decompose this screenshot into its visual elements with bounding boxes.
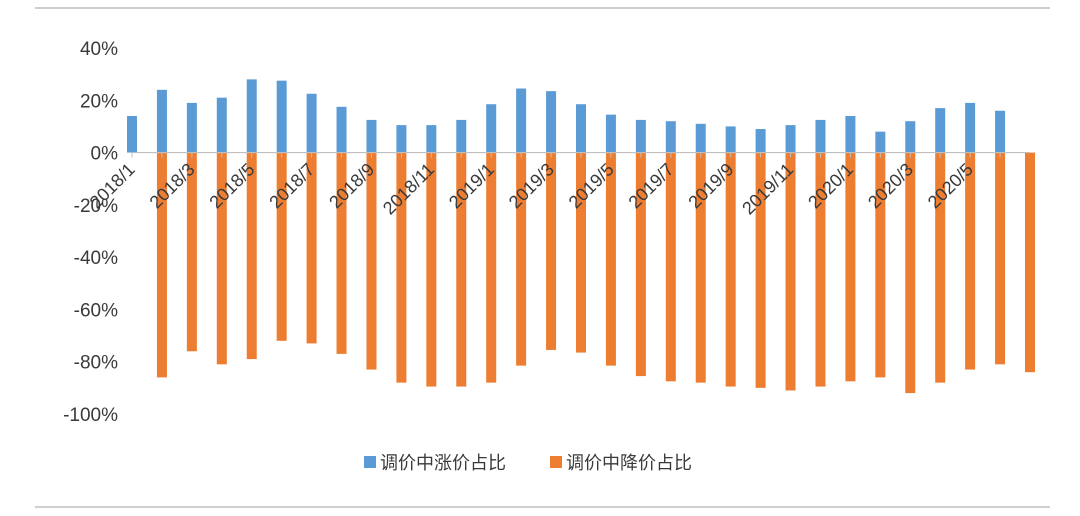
rise-bar	[935, 108, 946, 153]
rise-bar	[396, 125, 407, 153]
fall-bar	[576, 152, 586, 353]
rise-bar	[785, 125, 796, 153]
fall-bar	[965, 152, 976, 370]
fall-bar	[306, 152, 317, 344]
fall-bar	[935, 152, 946, 383]
fall-bar	[336, 152, 347, 354]
y-tick-label: 40%	[80, 39, 118, 60]
rise-bar	[635, 119, 646, 153]
y-tick-label: 0%	[91, 144, 119, 165]
fall-bar	[725, 152, 736, 387]
bars	[127, 79, 1035, 394]
fall-bar	[486, 152, 497, 383]
fall-bar	[995, 152, 1006, 365]
y-tick-label: -100%	[63, 405, 118, 426]
fall-bar	[755, 152, 766, 388]
rise-bar	[605, 114, 616, 153]
rise-bar	[725, 126, 736, 153]
y-tick-label: -60%	[74, 300, 118, 321]
legend-label: 调价中涨价占比	[380, 453, 506, 473]
rise-bar	[156, 89, 167, 153]
fall-bar	[546, 152, 557, 350]
y-tick-label: -80%	[74, 353, 118, 374]
y-tick-label: -40%	[74, 248, 118, 269]
fall-bar	[1025, 152, 1035, 373]
rise-bar	[336, 106, 347, 153]
fall-bar	[516, 152, 527, 366]
fall-bar	[366, 152, 377, 370]
rise-bar	[456, 119, 467, 153]
rise-bar	[995, 110, 1006, 153]
rise-bar	[845, 115, 856, 153]
fall-bar	[695, 152, 706, 383]
rise-bar	[576, 104, 586, 153]
rise-bar	[127, 115, 137, 153]
rise-bar	[216, 97, 227, 153]
fall-bar	[905, 152, 916, 394]
rise-bar	[186, 102, 197, 153]
fall-bar	[276, 152, 287, 341]
rise-bar	[815, 119, 826, 153]
rise-bar	[426, 125, 437, 153]
fall-bar	[845, 152, 856, 382]
y-axis: 40% 20% 0% -20% -40% -60% -80% -100%	[63, 39, 118, 426]
legend-swatch-fall	[550, 456, 562, 468]
rise-bar	[516, 88, 527, 153]
rise-bar	[306, 93, 317, 153]
y-tick-label: -20%	[74, 196, 118, 217]
fall-bar	[156, 152, 167, 378]
rise-bar	[486, 104, 497, 153]
rise-bar	[905, 121, 916, 153]
legend-label: 调价中降价占比	[566, 453, 692, 473]
fall-bar	[635, 152, 646, 377]
legend[interactable]: 调价中涨价占比 调价中降价占比	[364, 453, 692, 473]
fall-bar	[456, 152, 467, 387]
rise-bar	[695, 123, 706, 153]
rise-bar	[875, 131, 886, 153]
fall-bar	[605, 152, 616, 366]
fall-bar	[875, 152, 886, 378]
rise-bar	[546, 91, 557, 153]
fall-bar	[665, 152, 676, 382]
rise-bar	[246, 79, 257, 153]
fall-bar	[396, 152, 407, 383]
rise-bar	[755, 129, 766, 153]
rise-bar	[665, 121, 676, 153]
fall-bar	[186, 152, 197, 352]
fall-bar	[785, 152, 796, 391]
y-tick-label: 20%	[80, 91, 118, 112]
fall-bar	[216, 152, 227, 365]
fall-bar	[426, 152, 437, 387]
rise-bar	[965, 102, 976, 153]
rise-bar	[276, 80, 287, 153]
rise-bar	[366, 119, 377, 153]
fall-bar	[815, 152, 826, 387]
legend-swatch-rise	[364, 456, 376, 468]
fall-bar	[246, 152, 257, 360]
